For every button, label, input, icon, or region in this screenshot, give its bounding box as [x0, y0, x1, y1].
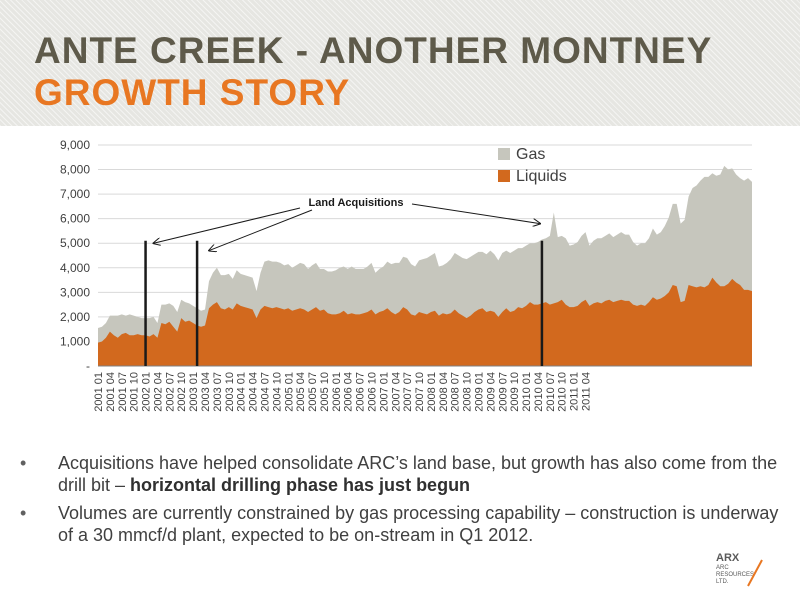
y-tick-label: 6,000: [60, 212, 90, 226]
y-tick-label: 3,000: [60, 285, 90, 299]
bullet-1-text: Acquisitions have helped consolidate ARC…: [58, 453, 778, 495]
legend-swatch-gas: [498, 148, 510, 160]
x-tick-label: 2009 07: [497, 372, 509, 412]
y-tick-label: 9,000: [60, 138, 90, 152]
x-tick-label: 2008 01: [426, 372, 438, 412]
bullet-item-1: • Acquisitions have helped consolidate A…: [20, 452, 780, 496]
x-tick-label: 2001 01: [93, 372, 105, 412]
x-tick-label: 2003 10: [224, 372, 236, 412]
logo-sub-3: LTD.: [716, 579, 729, 585]
arc-resources-logo: ARX ARC RESOURCES LTD.: [716, 552, 776, 590]
x-tick-label: 2007 07: [402, 372, 414, 412]
x-tick-label: 2003 04: [200, 372, 212, 412]
x-tick-label: 2007 04: [390, 372, 402, 412]
x-tick-label: 2002 07: [164, 372, 176, 412]
x-tick-label: 2010 01: [521, 372, 533, 412]
logo-slash-icon: [747, 559, 763, 587]
x-tick-label: 2007 10: [414, 372, 426, 412]
stacked-area-chart: - 1,000 2,000 3,000 4,000 5,000 6,000 7,000 8,00…: [60, 138, 752, 412]
x-tick-label: 2001 04: [105, 372, 117, 412]
x-tick-label: 2002 10: [176, 372, 188, 412]
x-tick-label: 2007 01: [378, 372, 390, 412]
y-tick-label: 7,000: [60, 187, 90, 201]
bullet-list: • Acquisitions have helped consolidate A…: [20, 452, 780, 552]
x-tick-label: 2006 10: [366, 372, 378, 412]
logo-sub-1: ARC: [716, 565, 729, 571]
bullet-glyph: •: [20, 453, 27, 473]
y-tick-label: 2,000: [60, 310, 90, 324]
y-tick-label: 5,000: [60, 236, 90, 250]
liquids-area: [98, 277, 752, 366]
x-tick-label: 2008 04: [438, 372, 450, 412]
bullet-item-2: • Volumes are currently constrained by g…: [20, 502, 780, 546]
x-tick-label: 2001 07: [117, 372, 129, 412]
legend-label-gas: Gas: [516, 146, 545, 163]
x-tick-label: 2005 10: [319, 372, 331, 412]
x-tick-label: 2002 04: [152, 372, 164, 412]
logo-sub-2: RESOURCES: [716, 572, 755, 578]
x-tick-label: 2004 07: [259, 372, 271, 412]
annotation-arrow: [411, 203, 540, 224]
bullet-glyph: •: [20, 503, 27, 523]
x-tick-label: 2008 07: [450, 372, 462, 412]
x-tick-label: 2003 07: [212, 372, 224, 412]
x-tick-label: 2005 04: [295, 372, 307, 412]
x-tick-label: 2011 04: [581, 372, 593, 411]
header-banner: ANTE CREEK - ANOTHER MONTNEY GROWTH STOR…: [0, 0, 800, 126]
x-tick-label: 2005 07: [307, 372, 319, 412]
y-tick-label: -: [86, 359, 90, 373]
x-tick-label: 2010 07: [545, 372, 557, 412]
x-tick-label: 2011 01: [569, 372, 581, 411]
x-tick-label: 2006 01: [331, 372, 343, 412]
x-tick-label: 2005 01: [283, 372, 295, 412]
x-tick-label: 2001 10: [129, 372, 141, 412]
x-tick-label: 2003 01: [188, 372, 200, 412]
x-tick-label: 2009 04: [485, 372, 497, 412]
bullet-1-bold: horizontal drilling phase has just begun: [130, 475, 471, 495]
annotation-arrow: [154, 207, 301, 243]
annotation-label: Land Acquisitions: [309, 197, 404, 209]
logo-text: ARX: [716, 552, 740, 564]
x-tick-label: 2010 04: [533, 372, 545, 412]
legend-label-liquids: Liquids: [516, 168, 567, 185]
title-line-2: GROWTH STORY: [34, 72, 351, 113]
y-tick-label: 4,000: [60, 261, 90, 275]
x-tick-label: 2004 01: [236, 372, 248, 412]
x-tick-label: 2006 04: [343, 372, 355, 412]
x-tick-label: 2006 07: [355, 372, 367, 412]
x-tick-label: 2010 10: [557, 372, 569, 412]
y-tick-label: 1,000: [60, 334, 90, 348]
annotation-arrow: [209, 209, 313, 251]
y-tick-label: 8,000: [60, 163, 90, 177]
title-line-1: ANTE CREEK - ANOTHER MONTNEY: [34, 30, 713, 71]
bullet-2-text: Volumes are currently constrained by gas…: [58, 503, 779, 545]
x-tick-label: 2004 10: [271, 372, 283, 412]
x-tick-label: 2004 04: [248, 372, 260, 412]
x-tick-label: 2009 01: [474, 372, 486, 412]
x-tick-label: 2002 01: [141, 372, 153, 412]
legend-swatch-liquids: [498, 170, 510, 182]
x-tick-label: 2009 10: [509, 372, 521, 412]
x-tick-label: 2008 10: [462, 372, 474, 412]
